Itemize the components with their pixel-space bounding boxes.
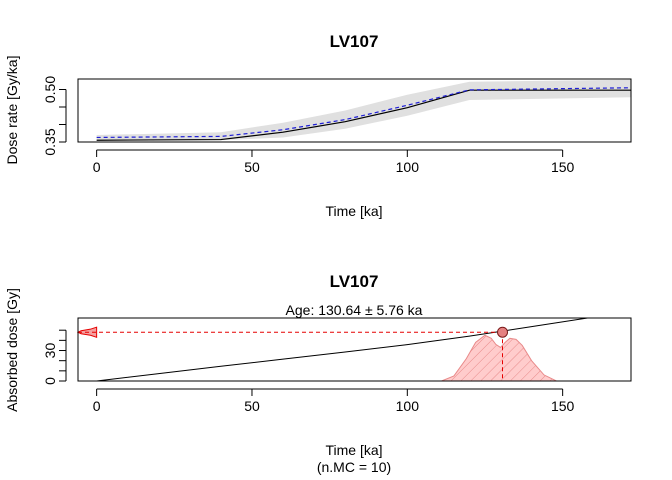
panel2-age-subtitle: Age: 130.64 ± 5.76 ka xyxy=(286,302,423,318)
panel2-x-tick-label: 50 xyxy=(244,398,260,414)
panel1-x-tick-label: 100 xyxy=(396,159,420,175)
panel2-plot-area xyxy=(76,318,588,381)
panel1-x-axis: 0 50 100 150 xyxy=(93,149,575,175)
panel2-x-tick-label: 100 xyxy=(396,398,420,414)
absorbed-dose-curve xyxy=(96,318,588,381)
panel2-x-label: Time [ka] xyxy=(325,442,382,458)
panel1-x-tick-label: 50 xyxy=(244,159,260,175)
panel2-n-mc-label: (n.MC = 10) xyxy=(317,459,391,475)
absorbed-dose-panel: LV107 Age: 130.64 ± 5.76 ka 0 50 100 150 0 3… xyxy=(4,272,632,475)
panel1-y-axis: 0.35 0.50 xyxy=(42,76,67,156)
panel1-y-label: Dose rate [Gy/ka] xyxy=(4,56,20,165)
panel2-y-axis: 0 30 xyxy=(42,329,67,385)
panel2-series-group xyxy=(96,318,588,381)
panel1-plot-frame xyxy=(77,78,632,143)
panel2-plot-frame xyxy=(77,317,632,382)
dose-rate-solid-line xyxy=(96,89,631,141)
panel1-x-tick-label: 150 xyxy=(551,159,575,175)
dose-rate-uncertainty-band xyxy=(96,79,631,141)
panel2-x-tick-label: 0 xyxy=(93,398,101,414)
panel2-y-tick-label: 30 xyxy=(42,343,58,359)
panel1-y-tick-label: 0.35 xyxy=(42,128,58,155)
panel2-title: LV107 xyxy=(330,272,379,291)
panel1-title: LV107 xyxy=(330,32,379,51)
panel2-y-label: Absorbed dose [Gy] xyxy=(4,288,20,412)
panel1-x-label: Time [ka] xyxy=(325,203,382,219)
age-density-polygon xyxy=(441,334,557,381)
age-point-marker xyxy=(497,326,509,338)
panel2-y-tick-label: 0 xyxy=(42,377,58,385)
panel1-y-tick-label: 0.50 xyxy=(42,76,58,103)
dose-rate-panel: LV107 0 50 100 150 0.35 0.50 Time [ka] Dose … xyxy=(4,32,632,219)
panel2-x-axis: 0 50 100 150 xyxy=(93,388,575,414)
panel1-x-tick-label: 0 xyxy=(93,159,101,175)
panel1-plot-area xyxy=(96,79,631,141)
panel2-x-tick-label: 150 xyxy=(551,398,575,414)
panel1-series-group xyxy=(96,79,631,141)
